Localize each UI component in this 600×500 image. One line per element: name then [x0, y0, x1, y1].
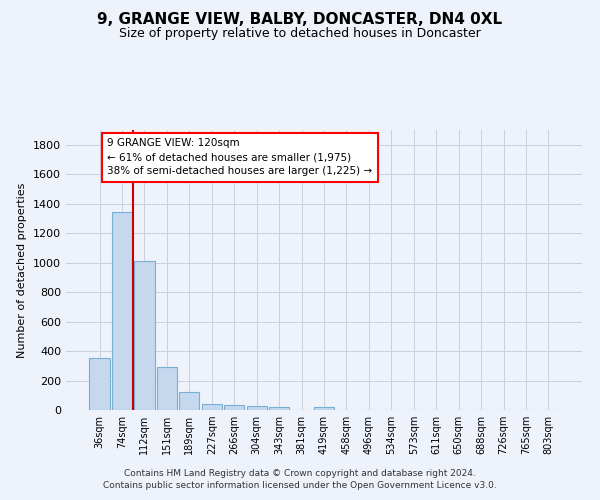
Bar — [157, 368, 177, 410]
Bar — [179, 392, 199, 410]
Bar — [89, 358, 110, 410]
Y-axis label: Number of detached properties: Number of detached properties — [17, 182, 28, 358]
Bar — [134, 261, 155, 410]
Bar — [269, 408, 289, 410]
Bar — [112, 212, 132, 410]
Text: Contains public sector information licensed under the Open Government Licence v3: Contains public sector information licen… — [103, 481, 497, 490]
Text: 9, GRANGE VIEW, BALBY, DONCASTER, DN4 0XL: 9, GRANGE VIEW, BALBY, DONCASTER, DN4 0X… — [97, 12, 503, 28]
Bar — [314, 408, 334, 410]
Bar — [247, 406, 267, 410]
Text: Contains HM Land Registry data © Crown copyright and database right 2024.: Contains HM Land Registry data © Crown c… — [124, 468, 476, 477]
Bar — [224, 405, 244, 410]
Bar — [202, 404, 222, 410]
Text: Size of property relative to detached houses in Doncaster: Size of property relative to detached ho… — [119, 28, 481, 40]
Text: 9 GRANGE VIEW: 120sqm
← 61% of detached houses are smaller (1,975)
38% of semi-d: 9 GRANGE VIEW: 120sqm ← 61% of detached … — [107, 138, 373, 176]
